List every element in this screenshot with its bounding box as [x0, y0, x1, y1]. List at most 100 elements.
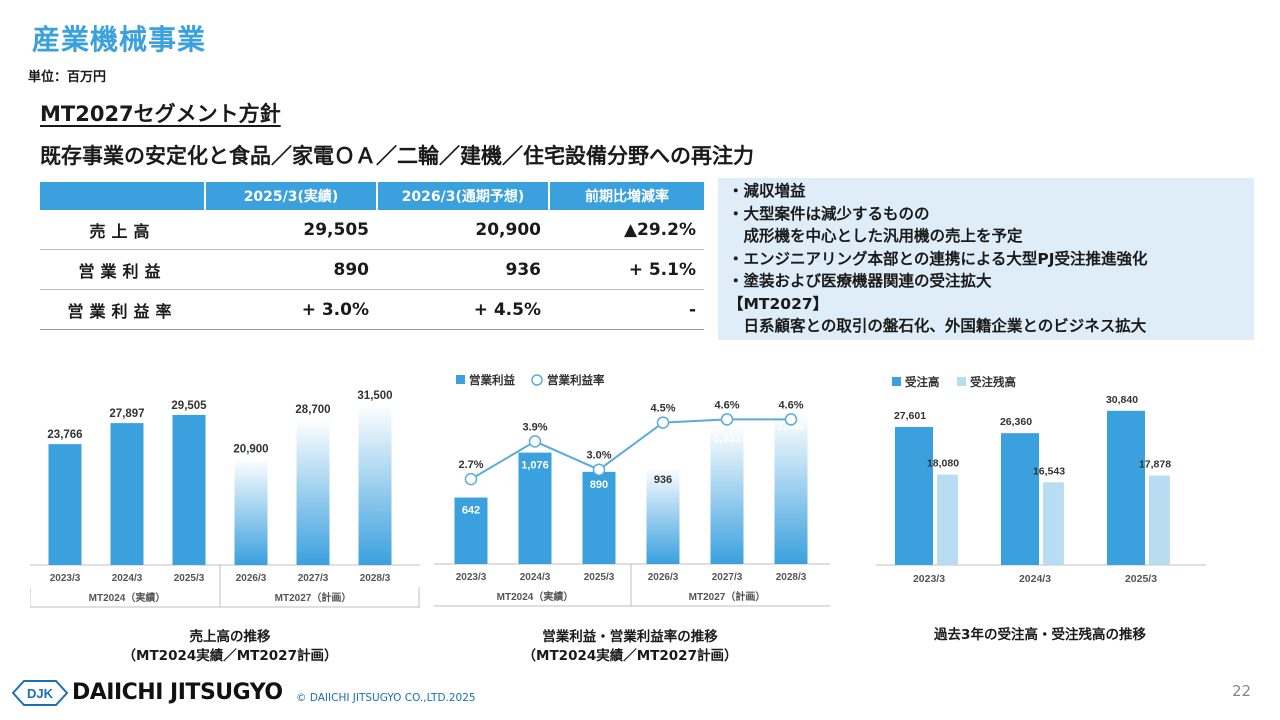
data-label: 28,700	[295, 404, 330, 416]
legend-label-backlog: 受注残高	[970, 375, 1016, 389]
tick-label: 2025/3	[174, 573, 205, 584]
summary-header-2026: 2026/3(通期予想)	[377, 182, 550, 210]
margin-label: 3.0%	[586, 450, 611, 462]
legend-swatch-profit	[456, 375, 465, 384]
row-label: 営業利益率	[40, 289, 205, 330]
note-line: 成形機を中心とした汎用機の売上を予定	[728, 227, 1023, 245]
data-label-orders: 30,840	[1106, 394, 1138, 406]
bar	[172, 414, 206, 565]
legend-swatch-backlog	[957, 377, 966, 386]
data-label-backlog: 18,080	[927, 458, 959, 470]
bar	[774, 413, 808, 564]
data-label: 23,766	[47, 429, 82, 441]
margin-label: 4.6%	[778, 399, 803, 411]
caption-line: 売上高の推移	[189, 629, 271, 645]
tick-label: 2024/3	[112, 573, 143, 584]
bar-backlog	[1149, 475, 1170, 565]
summary-header-change: 前期比増減率	[549, 182, 704, 210]
legend-label-profit: 営業利益	[469, 373, 515, 387]
policy-subtitle: 既存事業の安定化と食品／家電ＯＡ／二輪／建機／住宅設備分野への再注力	[40, 144, 754, 168]
data-label-backlog: 17,878	[1139, 459, 1171, 471]
page-title: 産業機械事業	[32, 23, 207, 56]
note-line: ・減収増益	[728, 182, 806, 200]
tick-label: 2023/3	[913, 573, 945, 585]
margin-point	[784, 413, 798, 426]
copyright: © DAIICHI JITSUGYO CO.,LTD.2025	[296, 692, 476, 704]
margin-line	[470, 418, 791, 481]
tick-label: 2028/3	[360, 573, 391, 584]
legend-swatch-orders	[892, 377, 901, 386]
policy-heading: MT2027セグメント方針	[40, 102, 281, 126]
caption-line: （MT2024実績／MT2027計画）	[522, 648, 738, 664]
tick-label: 2023/3	[50, 573, 81, 584]
page-number: 22	[1232, 682, 1252, 700]
bar-orders	[895, 426, 933, 565]
notes-box: ・減収増益 ・大型案件は減少するものの 成形機を中心とした汎用機の売上を予定 ・…	[718, 178, 1254, 340]
logo-text: DJK	[27, 686, 54, 701]
orders-chart-caption: 過去3年の受注高・受注残高の推移	[900, 626, 1180, 645]
margin-label: 3.9%	[522, 421, 547, 433]
data-label: 890	[590, 479, 608, 491]
data-label: 936	[654, 474, 672, 486]
data-label: 1,333	[713, 433, 741, 445]
data-label-orders: 26,360	[1000, 416, 1032, 428]
tick-label: 2027/3	[298, 573, 329, 584]
bar	[518, 452, 552, 564]
summary-header-row: 2025/3(実績) 2026/3(通期予想) 前期比増減率	[40, 182, 704, 210]
margin-label: 2.7%	[458, 459, 483, 471]
tick-label: 2028/3	[776, 572, 807, 583]
margin-point	[720, 413, 734, 426]
tick-label: 2025/3	[584, 572, 615, 583]
table-row: 売上高 29,505 20,900 ▲29.2%	[40, 210, 704, 250]
margin-label: 4.6%	[714, 399, 739, 411]
bar-orders	[1001, 433, 1039, 565]
caption-line: 過去3年の受注高・受注残高の推移	[934, 627, 1146, 643]
caption-line: （MT2024実績／MT2027計画）	[122, 648, 338, 664]
row-value-2025: 29,505	[205, 210, 377, 250]
row-value-change: ▲29.2%	[549, 210, 704, 250]
bar-backlog	[937, 474, 958, 565]
bar	[646, 467, 680, 564]
legend-label-margin: 営業利益率	[547, 373, 605, 387]
row-value-2026: 936	[377, 249, 549, 290]
tick-label: 2024/3	[1019, 573, 1051, 585]
bar	[296, 419, 330, 565]
margin-label: 4.5%	[650, 403, 675, 415]
margin-point	[528, 435, 542, 448]
note-line: ・エンジニアリング本部との連携による大型PJ受注推進強化	[728, 249, 1148, 268]
data-label: 29,505	[171, 400, 207, 412]
data-label: 20,900	[233, 444, 268, 456]
tick-label: 2025/3	[1125, 573, 1157, 585]
data-label: 1,076	[521, 460, 549, 472]
row-value-2026: + 4.5%	[377, 289, 549, 330]
table-row: 営業利益率 + 3.0% + 4.5% -	[40, 289, 704, 330]
sales-chart: 23,766 2023/3 27,897 2024/3 29,505 2025/3 20,9…	[30, 390, 420, 608]
row-label: 営業利益	[40, 249, 205, 290]
row-value-2026: 20,900	[377, 210, 549, 250]
group-label: MT2024（実績）	[497, 590, 574, 603]
margin-point	[464, 472, 478, 486]
summary-table: 2025/3(実績) 2026/3(通期予想) 前期比増減率 売上高 29,50…	[40, 182, 704, 330]
group-label: MT2027（計画）	[275, 591, 352, 604]
bar	[110, 423, 144, 565]
tick-label: 2026/3	[236, 573, 267, 584]
data-label-orders: 27,601	[894, 410, 926, 422]
group-label: MT2024（実績）	[89, 591, 166, 604]
note-line: 【MT2027】	[728, 294, 829, 313]
row-value-2025: + 3.0%	[205, 289, 377, 330]
tick-label: 2024/3	[520, 572, 551, 583]
legend-label-orders: 受注高	[905, 375, 940, 389]
data-label: 642	[462, 505, 480, 517]
legend-swatch-margin	[531, 374, 543, 386]
company-name: DAIICHI JITSUGYO	[72, 680, 283, 705]
tick-label: 2023/3	[456, 572, 487, 583]
note-line: ・大型案件は減少するものの	[728, 204, 930, 223]
row-value-change: + 5.1%	[549, 249, 704, 290]
data-label: 1,452	[777, 421, 805, 433]
tick-label: 2026/3	[648, 572, 679, 583]
profit-chart: 営業利益 営業利益率 642 2023/3 1,076 2024/3 890 2025/3 93…	[434, 373, 830, 607]
bar	[582, 471, 616, 564]
row-value-2025: 890	[205, 249, 377, 290]
bar-orders	[1107, 410, 1145, 565]
caption-line: 営業利益・営業利益率の推移	[542, 629, 718, 645]
